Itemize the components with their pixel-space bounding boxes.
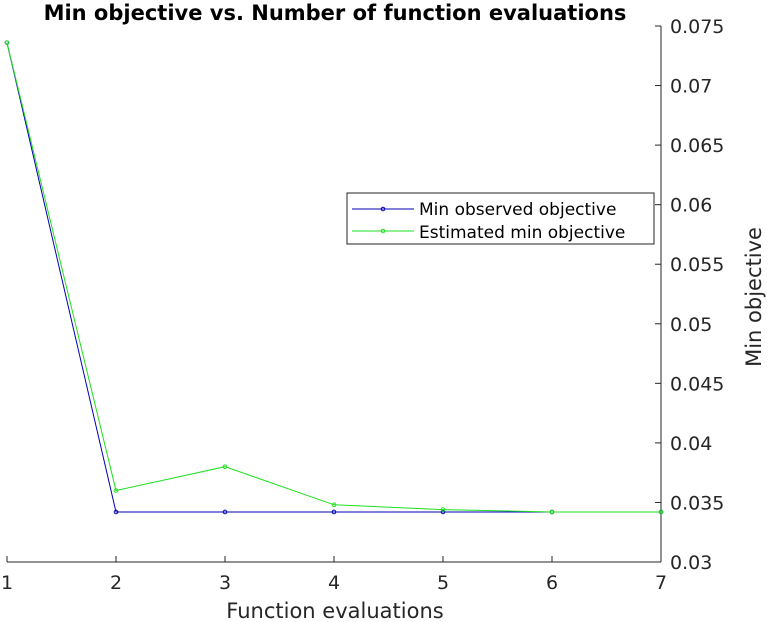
data-point: [440, 507, 446, 512]
x-tick-label: 1: [1, 572, 13, 594]
data-point: [222, 464, 228, 470]
chart-title: Min objective vs. Number of function eva…: [44, 1, 627, 25]
legend: Min observed objective Estimated min obj…: [346, 192, 655, 245]
y-tick-label: 0.07: [670, 76, 712, 98]
legend-box: [346, 192, 655, 245]
y-tick-label: 0.03: [670, 552, 712, 574]
data-point: [658, 509, 664, 515]
data-point: [4, 40, 10, 45]
y-tick-label: 0.06: [670, 195, 712, 217]
legend-marker: [380, 228, 386, 234]
x-tick-label: 4: [328, 572, 340, 594]
legend-entry-estimated: Estimated min objective: [419, 223, 625, 243]
y-tick-label: 0.075: [670, 16, 724, 38]
y-tick-label: 0.035: [670, 492, 724, 514]
y-tick-label: 0.05: [670, 314, 712, 336]
x-tick-label: 6: [546, 572, 558, 594]
x-tick-label: 5: [437, 572, 449, 594]
data-point: [440, 509, 446, 515]
y-tick-label: 0.055: [670, 254, 724, 276]
y-tick-label: 0.04: [670, 433, 712, 455]
data-point: [331, 502, 337, 508]
axes: 1 2 3 4 5 6 70.03 0.035 0.04 0.045 0.05 0.055 0.06 0.…: [1, 16, 724, 594]
series-line-1: [6, 42, 661, 513]
data-point: [549, 509, 555, 515]
x-tick-label: 2: [110, 572, 122, 594]
y-tick-label: 0.065: [670, 135, 724, 157]
x-axis-label: Function evaluations: [226, 599, 443, 622]
data-point: [113, 509, 119, 515]
x-tick-label: 3: [219, 572, 231, 594]
x-tick-label: 7: [655, 572, 667, 594]
data-point: [113, 488, 119, 493]
legend-marker: [380, 206, 386, 212]
y-axis-label: Min objective: [742, 227, 766, 367]
data-point: [331, 509, 337, 515]
plot-area: [4, 40, 664, 515]
data-point: [222, 509, 228, 515]
y-tick-label: 0.045: [670, 373, 724, 395]
legend-entry-min-observed: Min observed objective: [419, 200, 616, 220]
